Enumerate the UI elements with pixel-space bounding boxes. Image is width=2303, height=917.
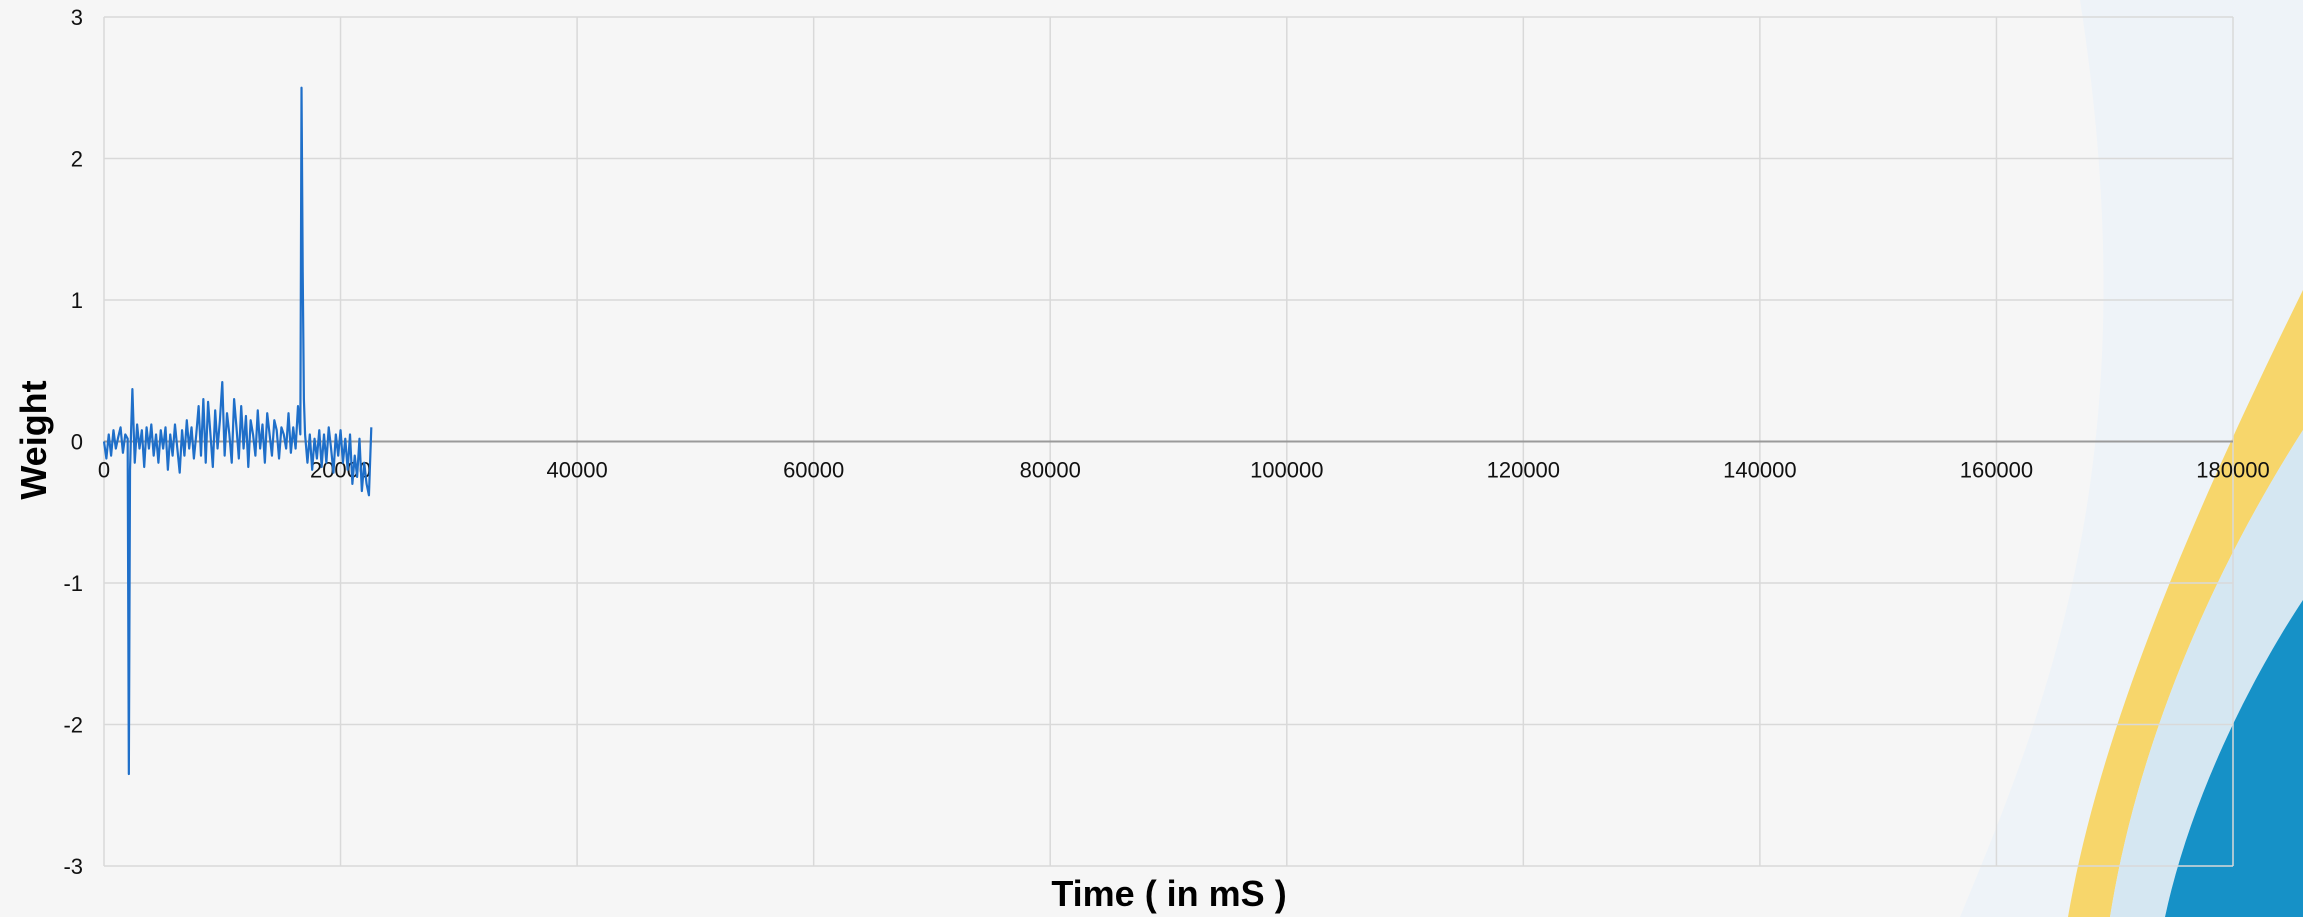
chart-series-group [102,86,373,776]
x-tick-label: 100000 [1250,458,1323,483]
chart-grid [103,16,2234,867]
x-tick-label: 80000 [1020,458,1081,483]
y-tick-label: -1 [63,571,83,596]
background-yellow-swoosh [2068,290,2303,917]
x-tick-label: 180000 [2196,458,2269,483]
background-blue-swoosh [2165,600,2303,917]
x-tick-label: 160000 [1960,458,2033,483]
y-tick-label: 3 [71,5,83,30]
x-tick-label: 0 [98,458,110,483]
x-axis-ticks: 0 20000 40000 60000 80000 100000 120000 140000 1… [98,458,2270,483]
y-tick-label: -2 [63,713,83,738]
background-pale-blue-swoosh [2110,430,2303,917]
x-tick-label: 140000 [1723,458,1796,483]
y-axis-ticks: -3 -2 -1 0 1 2 3 [63,5,83,879]
x-axis-title: Time ( in mS ) [1051,873,1286,914]
y-tick-label: -3 [63,854,83,879]
y-axis-title: Weight [13,380,54,499]
y-tick-label: 2 [71,147,83,172]
x-tick-label: 40000 [547,458,608,483]
y-tick-label: 0 [71,430,83,455]
y-tick-label: 1 [71,288,83,313]
series-line [102,86,373,776]
x-tick-label: 120000 [1487,458,1560,483]
x-tick-label: 60000 [783,458,844,483]
